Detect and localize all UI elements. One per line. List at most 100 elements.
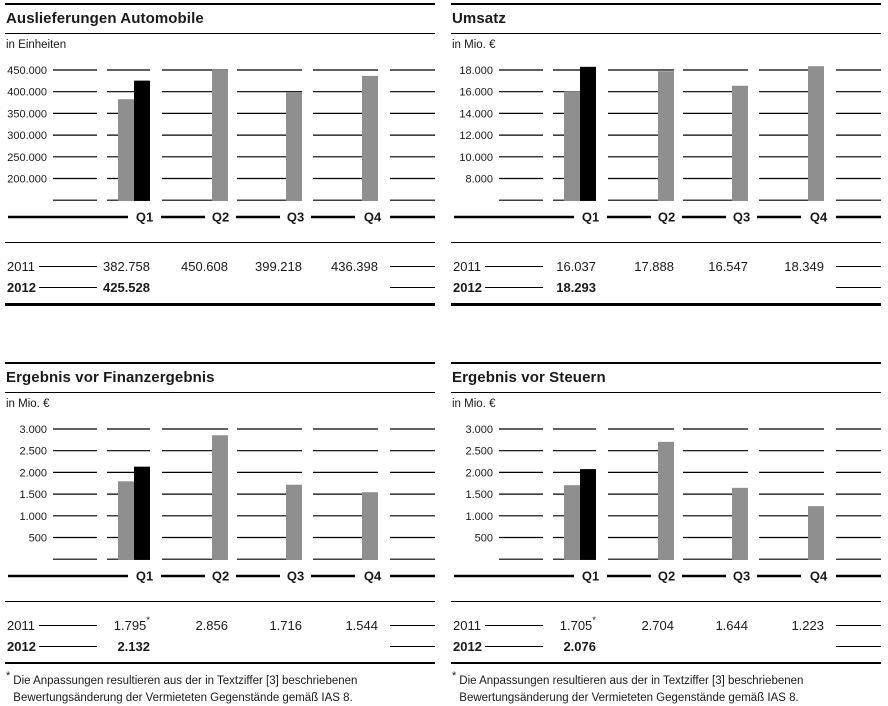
y-tick-label: 14.000 bbox=[459, 108, 493, 120]
x-tick-label: Q4 bbox=[364, 210, 382, 225]
leader-line bbox=[39, 287, 97, 288]
x-tick-label: Q2 bbox=[658, 568, 675, 583]
footnote-text: Die Anpassungen resultieren aus der in T… bbox=[13, 673, 357, 706]
bar-2011-q4 bbox=[362, 76, 378, 201]
row-year-label: 2012 bbox=[7, 277, 36, 298]
bar-2011-q1 bbox=[118, 99, 134, 201]
bar-2011-q3 bbox=[286, 92, 302, 201]
row-year-label: 2011 bbox=[453, 256, 481, 277]
value-q3: 399.218 bbox=[255, 256, 302, 277]
footnote: * Die Anpassungen resultieren aus der in… bbox=[5, 673, 435, 706]
trailing-line bbox=[390, 266, 435, 267]
leader-line bbox=[39, 266, 97, 267]
x-tick-label: Q3 bbox=[287, 568, 304, 583]
panel-ergebnis-vor-finanzergebnis: Ergebnis vor Finanzergebnis in Mio. € 3.… bbox=[5, 362, 435, 706]
y-tick-label: 300.000 bbox=[7, 130, 47, 142]
data-table: 2011 1.705* 2.704 1.644 1.223 2012 2.076 bbox=[451, 601, 881, 665]
trailing-line bbox=[390, 287, 435, 288]
data-table: 2011 16.037 17.888 16.547 18.349 2012 18… bbox=[451, 242, 881, 306]
x-tick-label: Q2 bbox=[212, 210, 229, 225]
bar-2011-q2 bbox=[658, 441, 674, 559]
value-q2: 2.856 bbox=[195, 615, 228, 636]
row-year-label: 2012 bbox=[7, 636, 36, 657]
footnote: * Die Anpassungen resultieren aus der in… bbox=[451, 673, 881, 706]
value-q4: 436.398 bbox=[331, 256, 378, 277]
value-q1: 16.037 bbox=[556, 256, 596, 277]
value-q2: 450.608 bbox=[181, 256, 228, 277]
data-table: 2011 1.795* 2.856 1.716 1.544 2012 2.132 bbox=[5, 601, 435, 665]
value-q1: 2.076 bbox=[563, 636, 596, 657]
value-q2: 17.888 bbox=[634, 256, 674, 277]
leader-line bbox=[485, 266, 543, 267]
chart-unit-label: in Mio. € bbox=[451, 393, 881, 415]
bar-2011-q1 bbox=[118, 481, 134, 560]
value-q1: 382.758 bbox=[103, 256, 150, 277]
x-tick-label: Q4 bbox=[810, 568, 828, 583]
y-tick-label: 400.000 bbox=[7, 87, 47, 99]
row-year-label: 2011 bbox=[453, 615, 481, 636]
y-tick-label: 1.500 bbox=[19, 489, 47, 501]
x-tick-label: Q2 bbox=[658, 210, 675, 225]
bar-2011-q3 bbox=[732, 86, 748, 201]
y-tick-label: 10.000 bbox=[459, 152, 493, 164]
footnote-asterisk: * bbox=[452, 671, 456, 706]
leader-line bbox=[485, 287, 543, 288]
y-tick-label: 8.000 bbox=[465, 174, 493, 186]
y-tick-label: 500 bbox=[29, 532, 47, 544]
chart-unit-label: in Einheiten bbox=[5, 34, 435, 56]
trailing-line bbox=[390, 625, 435, 626]
y-tick-label: 250.000 bbox=[7, 152, 47, 164]
value-q1: 2.132 bbox=[117, 636, 150, 657]
value-q1: 1.705* bbox=[560, 615, 596, 636]
bar-2011-q4 bbox=[808, 506, 824, 560]
footnote-asterisk: * bbox=[6, 671, 10, 706]
value-q3: 1.716 bbox=[269, 615, 302, 636]
x-tick-label: Q2 bbox=[212, 568, 229, 583]
value-q4: 1.544 bbox=[345, 615, 378, 636]
y-tick-label: 500 bbox=[475, 532, 493, 544]
x-tick-label: Q1 bbox=[582, 210, 599, 225]
row-year-label: 2012 bbox=[453, 636, 482, 657]
table-bottom-rule bbox=[5, 662, 435, 665]
y-tick-label: 2.000 bbox=[465, 467, 493, 479]
y-tick-label: 18.000 bbox=[459, 65, 493, 77]
x-tick-label: Q3 bbox=[733, 210, 750, 225]
bar-2012-q1 bbox=[580, 469, 596, 560]
y-tick-label: 1.000 bbox=[465, 510, 493, 522]
value-q1: 425.528 bbox=[103, 277, 150, 298]
table-bottom-rule bbox=[451, 303, 881, 306]
x-tick-label: Q1 bbox=[136, 210, 153, 225]
table-row-2012: 2012 2.076 bbox=[451, 636, 881, 657]
leader-line bbox=[39, 625, 97, 626]
trailing-line bbox=[836, 287, 881, 288]
row-year-label: 2011 bbox=[7, 256, 35, 277]
chart-unit-label: in Mio. € bbox=[5, 393, 435, 415]
chart-title: Auslieferungen Automobile bbox=[5, 5, 435, 33]
row-year-label: 2012 bbox=[453, 277, 482, 298]
y-tick-label: 1.000 bbox=[19, 510, 47, 522]
x-tick-label: Q3 bbox=[733, 568, 750, 583]
bar-2012-q1 bbox=[134, 81, 150, 201]
y-tick-label: 450.000 bbox=[7, 65, 47, 77]
table-row-2011: 2011 1.795* 2.856 1.716 1.544 bbox=[5, 615, 435, 636]
y-tick-label: 3.000 bbox=[19, 424, 47, 436]
y-tick-label: 3.000 bbox=[465, 424, 493, 436]
value-q2: 2.704 bbox=[641, 615, 674, 636]
y-tick-label: 350.000 bbox=[7, 108, 47, 120]
y-tick-label: 2.500 bbox=[465, 445, 493, 457]
x-tick-label: Q1 bbox=[136, 568, 153, 583]
footnote-text: Die Anpassungen resultieren aus der in T… bbox=[459, 673, 803, 706]
bar-2011-q3 bbox=[732, 487, 748, 559]
leader-line bbox=[485, 625, 543, 626]
value-q3: 16.547 bbox=[708, 256, 748, 277]
table-row-2011: 2011 382.758 450.608 399.218 436.398 bbox=[5, 256, 435, 277]
y-tick-label: 2.500 bbox=[19, 445, 47, 457]
table-row-2012: 2012 425.528 bbox=[5, 277, 435, 298]
bar-2012-q1 bbox=[580, 67, 596, 201]
data-table: 2011 382.758 450.608 399.218 436.398 201… bbox=[5, 242, 435, 306]
y-tick-label: 12.000 bbox=[459, 130, 493, 142]
y-tick-label: 200.000 bbox=[7, 174, 47, 186]
